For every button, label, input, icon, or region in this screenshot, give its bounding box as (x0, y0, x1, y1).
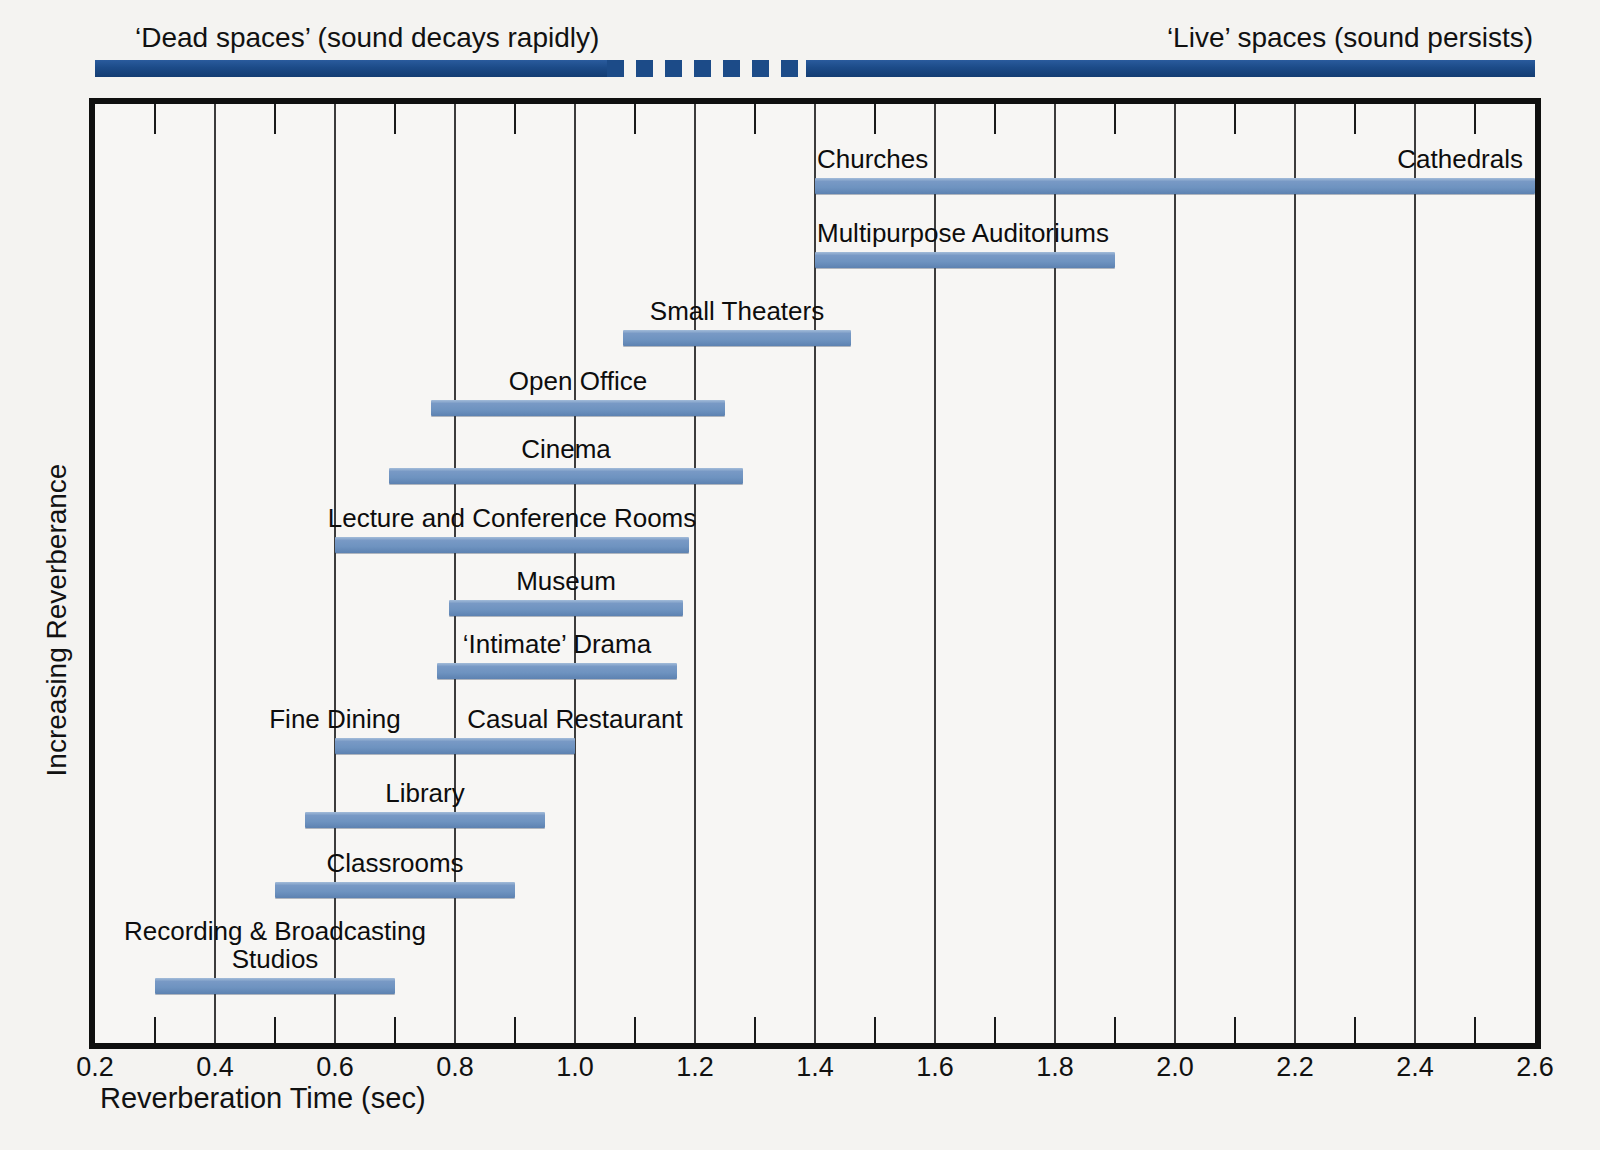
range-bar (275, 882, 515, 898)
chart-row: Museum (95, 600, 1535, 616)
range-bar (305, 812, 545, 828)
spectrum-dashed-segment (607, 60, 806, 77)
x-tick-label: 2.2 (1276, 1052, 1314, 1083)
bar-label: Cinema (521, 435, 611, 464)
range-bar (431, 400, 725, 416)
x-axis-tick-labels: 0.20.40.60.81.01.21.41.61.82.02.22.42.6 (95, 1052, 1535, 1084)
plot-area: ChurchesCathedralsMultipurpose Auditoriu… (89, 98, 1541, 1049)
bar-label: Recording & Broadcasting Studios (124, 917, 426, 974)
bar-label: Cathedrals (1397, 145, 1523, 174)
range-bar (449, 600, 683, 616)
range-bar (335, 738, 575, 754)
range-bar (389, 468, 743, 484)
chart-row: Multipurpose Auditoriums (95, 252, 1535, 268)
chart-row: Recording & Broadcasting Studios (95, 978, 1535, 994)
bars-layer: ChurchesCathedralsMultipurpose Auditoriu… (95, 104, 1535, 1043)
spectrum-solid-left-segment (95, 60, 607, 77)
x-tick-label: 1.6 (916, 1052, 954, 1083)
range-bar (437, 663, 677, 679)
chart-row: Open Office (95, 400, 1535, 416)
x-tick-label: 2.0 (1156, 1052, 1194, 1083)
bar-label: Small Theaters (650, 297, 824, 326)
chart-row: Lecture and Conference Rooms (95, 537, 1535, 553)
bar-label: Open Office (509, 367, 647, 396)
bar-label: Casual Restaurant (467, 705, 682, 734)
x-tick-label: 2.6 (1516, 1052, 1554, 1083)
range-bar (815, 252, 1115, 268)
x-axis-label: Reverberation Time (sec) (100, 1082, 426, 1115)
live-spaces-label: ‘Live’ spaces (sound persists) (1140, 22, 1560, 56)
x-tick-label: 0.6 (316, 1052, 354, 1083)
x-tick-label: 0.8 (436, 1052, 474, 1083)
chart-row: Cinema (95, 468, 1535, 484)
chart-row: Classrooms (95, 882, 1535, 898)
bar-label: ‘Intimate’ Drama (463, 630, 651, 659)
x-tick-label: 1.0 (556, 1052, 594, 1083)
x-tick-label: 0.4 (196, 1052, 234, 1083)
x-tick-label: 1.4 (796, 1052, 834, 1083)
chart-row: Small Theaters (95, 330, 1535, 346)
bar-label: Lecture and Conference Rooms (328, 504, 697, 533)
x-tick-label: 1.8 (1036, 1052, 1074, 1083)
range-bar (815, 178, 1535, 194)
chart-row: ChurchesCathedrals (95, 178, 1535, 194)
range-bar (623, 330, 851, 346)
range-bar (335, 537, 689, 553)
bar-label: Classrooms (326, 849, 463, 878)
reverberation-chart: ‘Dead spaces’ (sound decays rapidly) ‘Li… (0, 0, 1600, 1150)
chart-row: Library (95, 812, 1535, 828)
bar-label: Museum (516, 567, 616, 596)
chart-row: Fine DiningCasual Restaurant (95, 738, 1535, 754)
dead-to-live-spectrum-bar (95, 60, 1535, 77)
x-tick-label: 2.4 (1396, 1052, 1434, 1083)
chart-row: ‘Intimate’ Drama (95, 663, 1535, 679)
range-bar (155, 978, 395, 994)
y-axis-label: Increasing Reverberance (41, 464, 73, 777)
bar-label: Fine Dining (269, 705, 401, 734)
bar-label: Churches (817, 145, 928, 174)
bar-label: Multipurpose Auditoriums (817, 219, 1109, 248)
spectrum-solid-right-segment (806, 60, 1535, 77)
bar-label: Library (385, 779, 464, 808)
x-tick-label: 0.2 (76, 1052, 114, 1083)
dead-spaces-label: ‘Dead spaces’ (sound decays rapidly) (135, 22, 555, 56)
x-tick-label: 1.2 (676, 1052, 714, 1083)
